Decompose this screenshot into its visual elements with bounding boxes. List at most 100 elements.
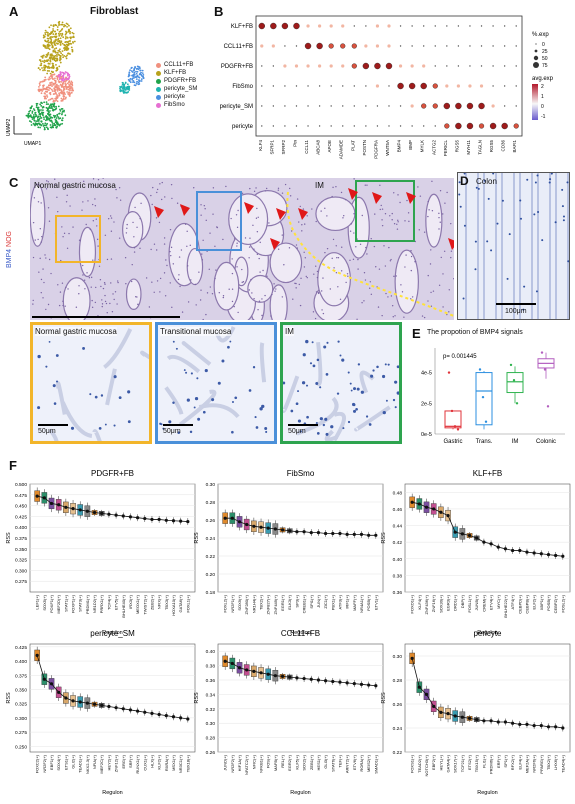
umap-point [60, 86, 63, 88]
data-point [546, 405, 550, 408]
nucleus [430, 249, 432, 251]
tissue-strand [103, 328, 133, 369]
umap-point [42, 69, 44, 72]
regulon-label: NR2F6(+) [532, 754, 537, 772]
nucleus [78, 293, 80, 295]
umap-point [43, 128, 46, 131]
nucleus [315, 220, 317, 223]
nucleus [331, 257, 333, 260]
dotplot-dot [353, 25, 356, 27]
regulon-label: SOX17(+) [453, 754, 458, 773]
regulon-label: FOSB(+) [546, 594, 551, 611]
dotplot-dot [434, 45, 436, 47]
dotplot-dot [353, 125, 356, 127]
rss-plot: FibSmo0.300.280.260.240.220.200.18RSSFOX… [194, 469, 384, 636]
bmp4-signal [541, 239, 544, 242]
regulon-label: FOXP1(+) [71, 594, 76, 613]
regulon-label: NR3C1(+) [178, 754, 183, 773]
regulon-label: SP1(+) [503, 754, 508, 767]
regulon-label: ETV4(+) [489, 594, 494, 610]
tissue-strand [354, 405, 391, 432]
nucleus [296, 198, 299, 200]
nucleus [320, 290, 323, 292]
dotplot-dot [272, 85, 275, 87]
nucleus [429, 263, 432, 265]
arrow-marker [372, 192, 382, 204]
umap-point [58, 65, 61, 68]
bmp4-signal [290, 409, 294, 413]
umap-point [43, 97, 46, 100]
umap-point [124, 81, 127, 84]
nucleus [136, 296, 138, 298]
nucleus [301, 224, 303, 226]
nucleus [431, 180, 433, 183]
dotplot-dot [422, 64, 426, 68]
nucleus [151, 281, 153, 283]
bmp4-signal [94, 395, 98, 399]
umap-point [56, 26, 59, 28]
ytick-label: 0.28 [393, 678, 403, 684]
nucleus [155, 249, 158, 251]
dotplot-col-label: PERICL [443, 140, 448, 157]
panel-f-letter: F [9, 458, 17, 473]
umap-point [138, 80, 141, 83]
umap-point [59, 88, 61, 91]
bmp4-signal [175, 347, 178, 350]
dotplot-dot [330, 85, 332, 87]
umap-point [54, 91, 57, 94]
umap-point [62, 78, 65, 80]
umap-point [64, 93, 66, 96]
rss-point [186, 717, 190, 721]
tissue-strand [259, 342, 267, 383]
rss-plot-frame [217, 643, 384, 753]
nucleus [448, 289, 450, 291]
bmp4-signal [52, 384, 56, 388]
umap-point [47, 53, 49, 56]
ytick-label: 0.24 [393, 726, 403, 732]
dotplot-col-label: CD36 [501, 140, 506, 152]
umap-point [39, 64, 42, 67]
nucleus [199, 299, 202, 301]
dotplot-dot [294, 64, 299, 68]
bmp4-signal [204, 369, 208, 373]
umap-point [127, 78, 130, 81]
umap-point [46, 72, 49, 75]
umap-point [135, 78, 138, 81]
umap-point [58, 124, 61, 127]
nucleus [205, 219, 207, 222]
regulon-label: PBX1(+) [330, 594, 335, 610]
umap-point [38, 90, 41, 93]
dotplot-col-label: Ptn [292, 140, 297, 147]
nucleus [189, 244, 191, 247]
boundary-line [286, 191, 454, 317]
umap-point [53, 40, 56, 43]
nucleus [181, 311, 184, 313]
regulon-label: ZEB2(+) [149, 594, 154, 610]
umap-point [49, 75, 52, 77]
nucleus [353, 213, 355, 215]
bmp4-signal [302, 353, 306, 357]
bmp4-signal [352, 403, 356, 407]
bmp4-signal [477, 187, 480, 190]
umap-point [45, 101, 48, 104]
rss-xlabel: Regulon [477, 790, 498, 796]
dotplot-dot [478, 102, 485, 110]
umap-point [119, 90, 122, 93]
umap-point [54, 51, 57, 54]
bmp4-signal [183, 369, 186, 371]
umap-point [34, 112, 36, 114]
bmp4-signal [324, 417, 328, 421]
umap-point [39, 84, 41, 86]
nucleus [355, 246, 357, 248]
nucleus [113, 221, 115, 223]
nucleus [357, 268, 359, 270]
umap-point [51, 30, 54, 33]
umap-point [135, 70, 137, 73]
umap-point [65, 22, 68, 25]
nucleus [259, 241, 261, 244]
nucleus [32, 256, 35, 259]
box [444, 410, 462, 429]
umap-point [55, 94, 58, 96]
nucleus [160, 198, 163, 201]
